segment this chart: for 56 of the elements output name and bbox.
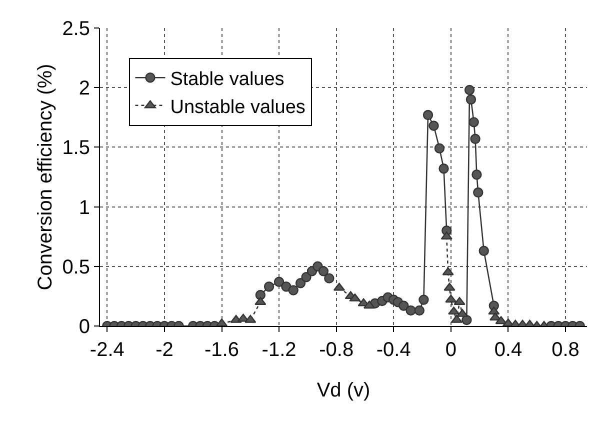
x-tick-label: 0.8 (552, 339, 580, 361)
x-tick-label: -1.6 (204, 339, 239, 361)
point (454, 297, 466, 306)
y-axis-title: Conversion efficiency (%) (34, 64, 57, 290)
point (464, 84, 475, 96)
point (456, 308, 468, 317)
point (470, 134, 480, 144)
y-tick-label: 2 (78, 78, 90, 100)
point (462, 314, 472, 326)
point (442, 267, 454, 276)
y-tick-label: 0.5 (62, 256, 90, 278)
y-tick-label: 1.5 (62, 137, 90, 160)
point (255, 290, 266, 300)
point (478, 246, 489, 256)
point (434, 143, 445, 154)
point (428, 120, 439, 131)
point (466, 94, 476, 105)
point (418, 294, 429, 305)
point (490, 312, 502, 321)
point (349, 293, 361, 302)
point (288, 285, 298, 296)
x-tick-label: -1.2 (262, 339, 296, 361)
x-tick-label: 0.4 (494, 339, 522, 361)
x-tick-label: -2 (156, 339, 174, 361)
legend-label: Stable values (170, 69, 284, 90)
point (318, 266, 329, 276)
x-axis-title: Vd (v) (316, 380, 370, 402)
point (244, 314, 256, 323)
point (333, 282, 345, 291)
point (473, 187, 484, 198)
y-tick-label: 0 (78, 316, 90, 338)
point (274, 276, 284, 287)
point (438, 164, 449, 174)
point (488, 306, 500, 315)
point (450, 314, 462, 323)
point (414, 305, 425, 316)
x-tick-label: -0.8 (319, 339, 354, 361)
legend-label: Unstable values (170, 96, 306, 118)
point (445, 294, 457, 303)
point (472, 170, 482, 180)
point (264, 282, 274, 292)
x-tick-label: -0.4 (376, 339, 411, 361)
point (495, 316, 507, 324)
y-tick-label: 1 (78, 196, 90, 219)
point (295, 278, 306, 288)
point (468, 117, 479, 128)
point (406, 305, 416, 316)
point (398, 300, 409, 311)
point (301, 272, 312, 282)
x-tick-label: 0 (445, 339, 456, 361)
point (324, 273, 334, 284)
point (444, 282, 456, 291)
y-tick-label: 2.5 (62, 18, 90, 40)
point (254, 297, 266, 306)
x-tick-label: -2.4 (90, 339, 124, 361)
point (422, 110, 434, 120)
